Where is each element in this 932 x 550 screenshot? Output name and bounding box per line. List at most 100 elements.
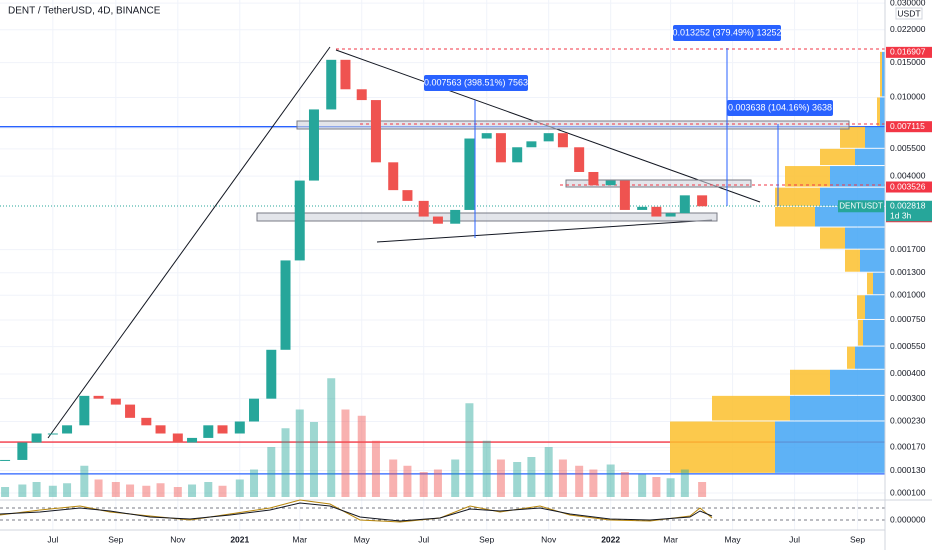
last-price-label: 0.002818 xyxy=(890,201,926,211)
profile-bar-blue xyxy=(865,295,885,319)
profile-bar-yellow xyxy=(880,51,882,97)
candle xyxy=(203,425,214,438)
candle xyxy=(266,349,277,399)
candle xyxy=(62,425,73,434)
x-tick-label: Mar xyxy=(663,534,678,544)
volume-profile xyxy=(670,51,885,473)
measure-box xyxy=(424,75,528,91)
volume xyxy=(1,378,707,497)
profile-bar-blue xyxy=(873,272,885,295)
volume-bar xyxy=(433,469,442,497)
candle xyxy=(172,433,183,443)
volume-bar xyxy=(63,483,72,497)
y-tick-label: 0.030000 xyxy=(890,0,926,7)
profile-bar-yellow xyxy=(840,126,865,148)
volume-bar xyxy=(281,428,290,497)
volume-bar xyxy=(250,469,259,497)
candle xyxy=(697,195,708,207)
y-tick-label: 0.000750 xyxy=(890,314,926,324)
profile-bar-blue xyxy=(855,346,885,369)
profile-bar-blue xyxy=(882,51,885,97)
measure-box xyxy=(727,100,833,116)
countdown: 1d 3h xyxy=(890,211,912,221)
candle xyxy=(665,213,676,217)
x-tick-label: 2021 xyxy=(230,534,249,544)
y-tick-label: 0.000400 xyxy=(890,368,926,378)
zone xyxy=(256,212,718,222)
volume-bar xyxy=(496,459,505,497)
countdown-box xyxy=(886,211,932,222)
y-tick-label: 0.001000 xyxy=(890,290,926,300)
volume-bar xyxy=(142,485,151,497)
price-tag-label: 0.003526 xyxy=(890,181,926,191)
trend-line xyxy=(376,219,713,243)
volume-bar xyxy=(204,482,213,497)
chart-title: DENT / TetherUSD, 4D, BINANCE xyxy=(8,6,161,17)
grid xyxy=(0,0,885,530)
y-tick-label: 0.000130 xyxy=(890,465,926,475)
candle xyxy=(110,398,121,405)
volume-bar xyxy=(558,459,567,497)
profile-bar-yellow xyxy=(847,346,855,369)
y-tick-label: 0.004000 xyxy=(890,170,926,180)
y-tick-label: 0.000170 xyxy=(890,442,926,452)
price-tag xyxy=(886,46,932,58)
y-tick-label: 0.000100 xyxy=(890,487,926,497)
candle xyxy=(574,147,585,172)
x-tick-label: Sep xyxy=(479,534,494,544)
candle xyxy=(526,141,537,148)
candle xyxy=(495,133,506,163)
candle xyxy=(543,133,554,142)
volume-bar xyxy=(482,440,491,497)
volume-bar xyxy=(126,484,135,497)
volume-bar xyxy=(652,477,661,497)
price-tag-label: 0.016907 xyxy=(890,47,926,57)
profile-bar-blue xyxy=(845,227,885,249)
candle xyxy=(294,180,305,261)
volume-bar xyxy=(589,469,598,497)
volume-bar xyxy=(666,478,675,497)
y-tick-label: 0.010000 xyxy=(890,92,926,102)
volume-bar xyxy=(451,459,460,497)
y-tick-label: 0.000550 xyxy=(890,341,926,351)
volume-bar xyxy=(156,483,165,497)
price-tag xyxy=(886,200,932,212)
candle xyxy=(47,433,58,435)
candle xyxy=(249,398,260,422)
profile-bar-yellow xyxy=(867,272,873,295)
candle xyxy=(17,442,28,460)
x-tick-label: Sep xyxy=(108,534,123,544)
candle xyxy=(141,417,152,426)
x-tick-label: Jul xyxy=(789,534,800,544)
measure-label: 0.013252 (379.49%) 13252 xyxy=(672,27,781,37)
candle xyxy=(187,437,198,443)
volume-bar xyxy=(357,415,366,497)
candle xyxy=(605,180,616,186)
volume-bar xyxy=(527,457,536,497)
candle xyxy=(234,421,245,434)
volume-bar xyxy=(18,484,27,497)
y-tick-label: 0.001300 xyxy=(890,267,926,277)
candle xyxy=(651,206,662,217)
candle xyxy=(557,133,568,148)
candle xyxy=(125,404,136,418)
currency: USDT xyxy=(897,8,920,18)
x-tick-label: May xyxy=(725,534,742,544)
volume-bar xyxy=(389,459,398,497)
axes: 0.0300000.0220000.0150000.0100000.007000… xyxy=(47,0,932,544)
x-tick-label: Mar xyxy=(292,534,307,544)
profile-bar-yellow xyxy=(790,369,830,395)
symbol-box xyxy=(838,200,884,213)
candle xyxy=(93,395,104,399)
measure-label: 0.003638 (104.16%) 3638 xyxy=(728,102,832,112)
profile-bar-blue xyxy=(830,166,885,187)
candle xyxy=(31,433,42,443)
y-tick-label: 0.001700 xyxy=(890,244,926,254)
volume-bar xyxy=(638,474,647,497)
volume-bar xyxy=(48,485,57,497)
volume-bar xyxy=(111,482,120,497)
volume-bar xyxy=(32,482,41,497)
candle xyxy=(79,395,90,426)
volume-bar xyxy=(309,422,318,497)
x-tick-label: Sep xyxy=(850,534,865,544)
